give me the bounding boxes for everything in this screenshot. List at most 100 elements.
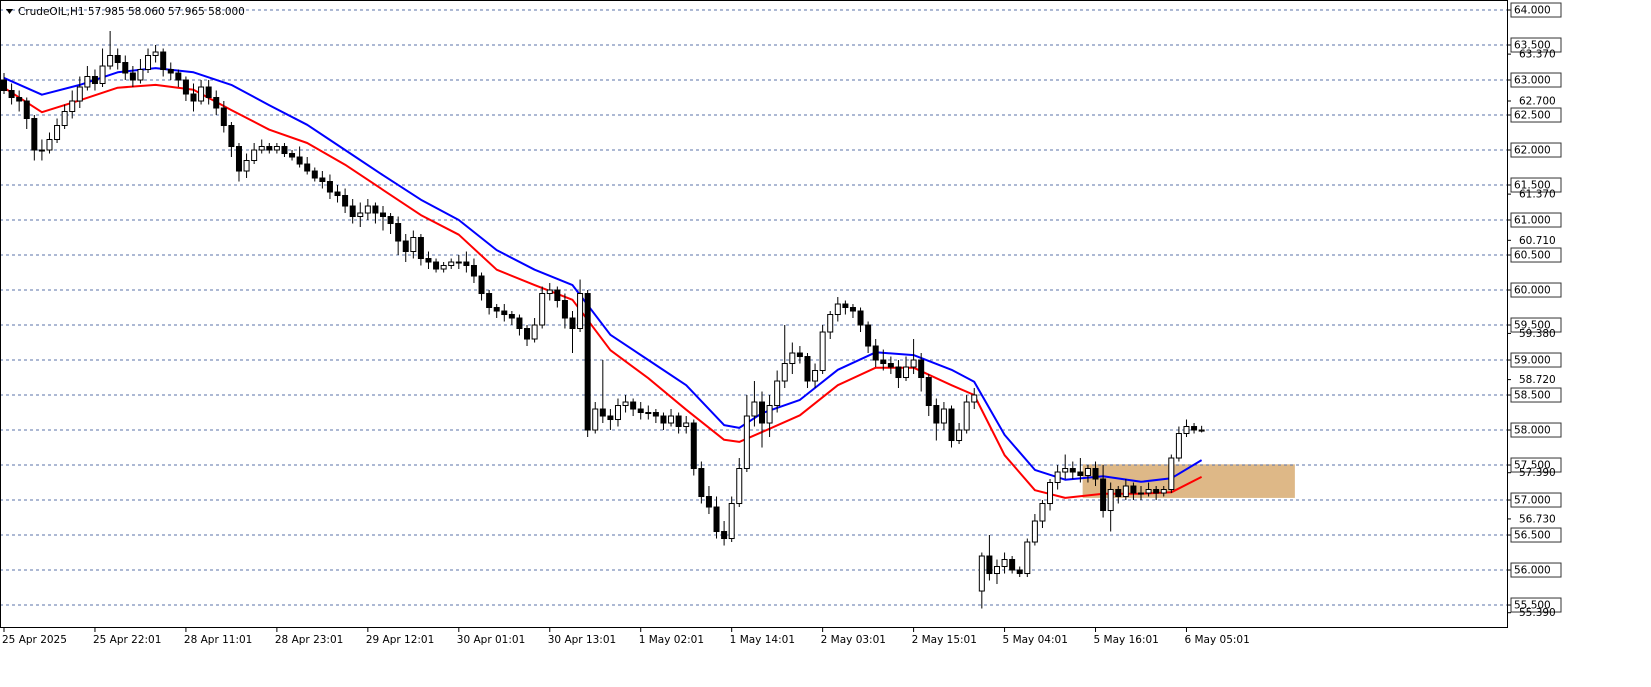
candle-body (1084, 468, 1091, 477)
candle-body (993, 566, 1000, 575)
candle-body (152, 51, 159, 57)
candle-body (160, 51, 167, 71)
candle-body (880, 359, 887, 365)
candle-body (1137, 492, 1144, 495)
candle-body (546, 289, 553, 295)
y-tick-box (1510, 457, 1562, 473)
candle-body (963, 401, 970, 431)
candle-body (948, 408, 955, 442)
candle-body (304, 163, 311, 172)
candle-body (31, 118, 38, 151)
candle-body (296, 156, 303, 165)
candle-body (971, 394, 978, 403)
candle-body (228, 125, 235, 148)
candle-body (819, 331, 826, 372)
x-tick-label: 5 May 16:01 (1094, 634, 1159, 646)
candle-body (16, 97, 23, 102)
candle-body (486, 293, 493, 309)
y-tick-label: 63.500 (1514, 40, 1551, 52)
candle-body (364, 205, 371, 214)
candle-body (1016, 569, 1023, 575)
candle-body (190, 93, 197, 102)
candle-body (213, 97, 220, 109)
candle-body (8, 90, 15, 99)
candle-body (660, 415, 667, 424)
candle-body (463, 261, 470, 267)
candle-body (76, 86, 83, 102)
candle-body (827, 314, 834, 333)
candle-body (1031, 520, 1038, 543)
candle-body (781, 363, 788, 382)
candle-body (1168, 457, 1175, 491)
y-tick-box (1510, 107, 1562, 123)
y-tick-label: 56.500 (1514, 530, 1551, 542)
candle-body (319, 177, 326, 183)
candle-body (99, 65, 106, 85)
y-tick-box (1510, 2, 1562, 18)
y-tick-label: 59.500 (1514, 320, 1551, 332)
candle-body (220, 107, 227, 127)
menu-arrow (6, 9, 13, 14)
candle-body (493, 307, 500, 312)
candle-body (54, 125, 61, 141)
y-tick-label: 59.000 (1514, 355, 1551, 367)
candle-body (569, 317, 576, 330)
y-minor-label: 55.390 (1519, 607, 1556, 619)
candle-body (334, 191, 341, 197)
candle-body (599, 408, 606, 417)
candle-body (637, 408, 644, 414)
y-tick-label: 64.000 (1514, 5, 1551, 17)
y-tick-box (1510, 282, 1562, 298)
candle-body (683, 422, 690, 428)
y-minor-label: 56.730 (1519, 513, 1556, 525)
y-tick-label: 61.500 (1514, 180, 1551, 192)
y-tick-box (1510, 492, 1562, 508)
candle-body (539, 293, 546, 326)
candle-body (675, 415, 682, 428)
candle-body (857, 310, 864, 326)
candle-body (910, 359, 917, 368)
candle-body (524, 328, 531, 340)
candle-body (410, 237, 417, 253)
candle-body (205, 86, 212, 99)
candle-body (1145, 489, 1152, 494)
x-tick-label: 25 Apr 2025 (2, 634, 67, 646)
candle-body (645, 412, 652, 415)
candle-body (501, 310, 508, 316)
y-tick-box (1510, 317, 1562, 333)
plot-area (0, 9, 1508, 609)
x-tick-label: 30 Apr 01:01 (457, 634, 525, 646)
candle-body (728, 503, 735, 540)
candle-body (698, 468, 705, 498)
y-minor-label: 63.370 (1519, 49, 1556, 61)
candle-body (652, 412, 659, 417)
x-tick-label: 1 May 14:01 (730, 634, 795, 646)
y-tick-label: 62.000 (1514, 145, 1551, 157)
candle-body (918, 359, 925, 379)
candle-body (380, 212, 387, 218)
candle-body (1062, 468, 1069, 473)
candle-body (455, 261, 462, 264)
candle-body (804, 356, 811, 382)
candle-body (258, 146, 265, 151)
candle-body (1009, 559, 1016, 571)
y-tick-box (1510, 527, 1562, 543)
candle-body (417, 237, 424, 260)
candle-body (842, 303, 849, 309)
candle-body (266, 146, 273, 151)
x-tick-label: 30 Apr 13:01 (548, 634, 616, 646)
candle-body (1130, 485, 1137, 494)
candle-body (372, 205, 379, 214)
candle-body (433, 261, 440, 270)
x-tick-label: 2 May 03:01 (821, 634, 886, 646)
candle-body (1100, 478, 1107, 512)
candle-body (925, 377, 932, 407)
x-tick-label: 2 May 15:01 (912, 634, 977, 646)
candle-body (789, 352, 796, 365)
moving-average (3, 67, 1203, 483)
candle-body (865, 324, 872, 347)
candle-body (933, 405, 940, 424)
y-minor-label: 58.720 (1519, 374, 1556, 386)
candle-body (349, 205, 356, 218)
